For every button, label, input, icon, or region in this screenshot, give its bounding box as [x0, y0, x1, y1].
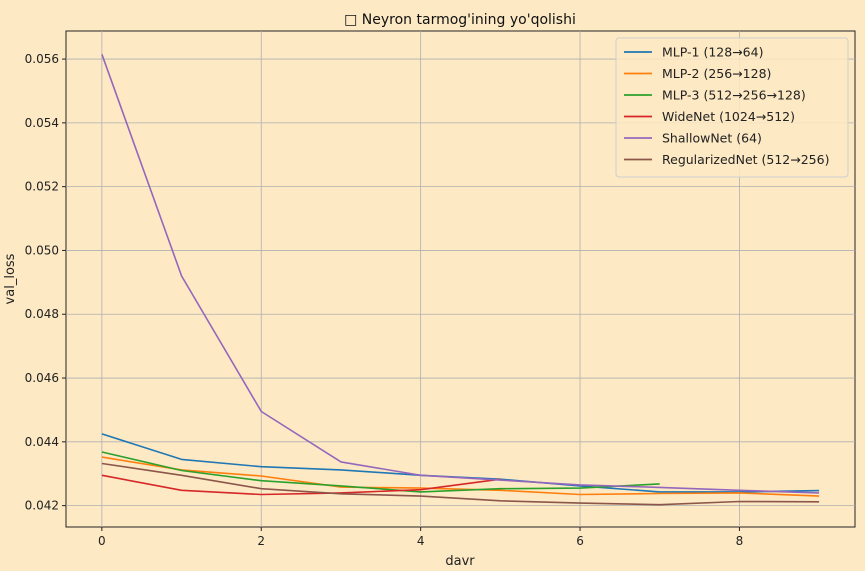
y-tick-label: 0.048	[25, 307, 59, 321]
chart-title: □ Neyron tarmog'ining yo'qolishi	[344, 12, 576, 28]
y-tick-label: 0.052	[25, 180, 59, 194]
x-ticks: 0 2 4 6 8	[98, 527, 743, 548]
series-lines	[101, 54, 820, 506]
x-tick-label: 8	[736, 534, 744, 548]
legend-label: RegularizedNet (512→256)	[662, 152, 829, 167]
y-tick-label: 0.044	[25, 435, 59, 449]
x-axis-label: davr	[445, 554, 475, 569]
series-line	[101, 474, 501, 496]
y-tick-label: 0.046	[25, 371, 59, 385]
y-ticks: 0.042 0.044 0.046 0.048 0.050 0.052 0.054 0.056	[25, 52, 66, 513]
y-tick-label: 0.056	[25, 52, 59, 66]
series-line	[101, 456, 820, 497]
y-tick-label: 0.054	[25, 116, 59, 130]
legend-label: WideNet (1024→512)	[662, 109, 795, 124]
legend-label: MLP-3 (512→256→128)	[662, 88, 806, 103]
y-axis-label: val_loss	[3, 253, 18, 304]
grid	[66, 31, 855, 527]
legend: MLP-1 (128→64) MLP-2 (256→128) MLP-3 (512→…	[615, 37, 849, 178]
legend-label: ShallowNet (64)	[662, 131, 762, 146]
series-line	[101, 451, 660, 493]
x-tick-label: 4	[417, 534, 425, 548]
series-line	[101, 462, 820, 506]
x-tick-label: 6	[576, 534, 584, 548]
legend-label: MLP-1 (128→64)	[662, 45, 763, 60]
y-tick-label: 0.050	[25, 243, 59, 257]
x-tick-label: 0	[98, 534, 106, 548]
legend-label: MLP-2 (256→128)	[662, 66, 771, 81]
series-line	[101, 54, 820, 494]
x-tick-label: 2	[257, 534, 265, 548]
y-tick-label: 0.042	[25, 499, 59, 513]
legend-box	[615, 37, 849, 178]
